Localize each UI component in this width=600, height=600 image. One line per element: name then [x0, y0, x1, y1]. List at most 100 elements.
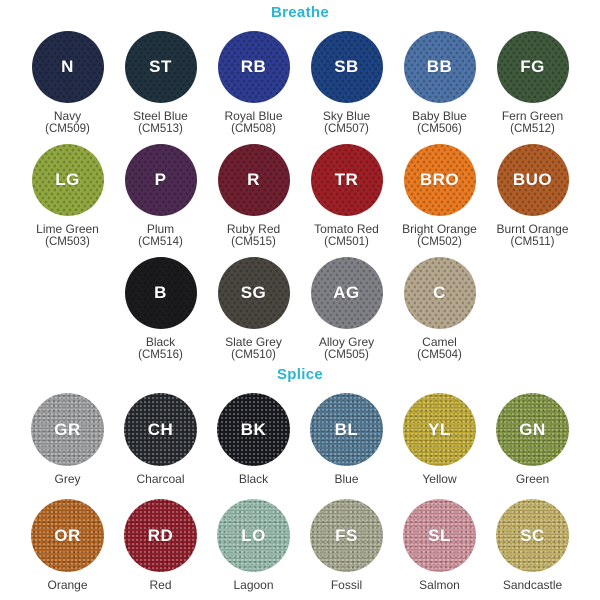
swatch-abbr: FG: [520, 57, 545, 76]
swatch-code: (CM501): [324, 236, 369, 248]
fabric-swatch[interactable]: R: [217, 144, 290, 216]
swatch-abbr: N: [61, 57, 74, 76]
swatch-row: B Black (CM516) SG Slate Grey (CM510) AG…: [0, 257, 600, 362]
swatch-code: (CM502): [417, 236, 462, 248]
swatch-abbr: B: [154, 283, 167, 302]
swatch-cell: C Camel (CM504): [393, 257, 486, 362]
swatch-abbr: FS: [335, 525, 358, 545]
fabric-swatch[interactable]: RB: [217, 31, 290, 103]
fabric-swatch[interactable]: FS: [310, 499, 383, 572]
swatch-abbr: ST: [149, 57, 172, 76]
swatch-cell: SG Slate Grey (CM510): [207, 257, 300, 362]
swatch-abbr: BK: [240, 419, 267, 439]
swatch-name: Alloy Grey: [318, 335, 375, 349]
fabric-swatch[interactable]: BL: [310, 393, 383, 466]
swatch-cell: ST Steel Blue (CM513): [114, 31, 207, 136]
swatch-name: Navy: [53, 109, 82, 123]
fabric-swatch[interactable]: C: [403, 257, 476, 329]
swatch-abbr: TR: [334, 170, 359, 189]
swatch-abbr: BUO: [512, 170, 553, 189]
fabric-swatch[interactable]: BB: [403, 31, 476, 103]
fabric-swatch[interactable]: B: [124, 257, 197, 329]
swatch-cell: GR Grey: [21, 393, 114, 486]
section-breathe: Breathe N Navy (CM509) ST Steel Blue (CM…: [0, 4, 600, 362]
fabric-swatch[interactable]: BRO: [403, 144, 476, 216]
swatch-row: OR Orange RD Red LO Lagoon FS Fossil SL …: [0, 499, 600, 592]
section-title: Splice: [277, 366, 323, 383]
swatch-abbr: YL: [428, 419, 451, 439]
swatch-abbr: AG: [333, 283, 360, 302]
fabric-swatch[interactable]: SC: [496, 499, 569, 572]
swatch-name: Bright Orange: [402, 222, 477, 236]
swatch-code: (CM504): [417, 349, 462, 361]
fabric-swatch[interactable]: TR: [310, 144, 383, 216]
swatch-name: Slate Grey: [225, 335, 282, 349]
fabric-swatch[interactable]: SG: [217, 257, 290, 329]
swatch-cell: SC Sandcastle: [486, 499, 579, 592]
swatch-code: (CM503): [45, 236, 90, 248]
fabric-swatch[interactable]: SB: [310, 31, 383, 103]
fabric-swatch[interactable]: GR: [31, 393, 104, 466]
swatch-name: Tomato Red: [314, 222, 379, 236]
swatch-name: Green: [515, 472, 550, 486]
swatch-cell: LO Lagoon: [207, 499, 300, 592]
swatch-cell: BUO Burnt Orange (CM511): [486, 144, 579, 249]
swatch-cell: FS Fossil: [300, 499, 393, 592]
swatch-code: (CM511): [510, 236, 555, 248]
fabric-swatch[interactable]: GN: [496, 393, 569, 466]
swatch-name: Fern Green: [501, 109, 564, 123]
swatch-name: Charcoal: [136, 472, 185, 486]
fabric-swatch[interactable]: YL: [403, 393, 476, 466]
swatch-code: (CM516): [138, 349, 183, 361]
swatch-name: Sandcastle: [502, 578, 563, 592]
swatch-cell: BK Black: [207, 393, 300, 486]
swatch-name: Black: [145, 335, 176, 349]
fabric-swatch[interactable]: OR: [31, 499, 104, 572]
swatch-abbr: RD: [147, 525, 174, 545]
fabric-swatch[interactable]: SL: [403, 499, 476, 572]
swatch-cell: P Plum (CM514): [114, 144, 207, 249]
swatch-abbr: RB: [240, 57, 267, 76]
swatch-name: Red: [149, 578, 172, 592]
section-title: Breathe: [271, 4, 329, 21]
fabric-swatch[interactable]: RD: [124, 499, 197, 572]
swatch-name: Burnt Orange: [496, 222, 569, 236]
swatch-name: Black: [238, 472, 269, 486]
swatch-abbr: OR: [54, 525, 81, 545]
swatch-abbr: GR: [54, 419, 81, 439]
swatch-cell: CH Charcoal: [114, 393, 207, 486]
swatch-abbr: GN: [519, 419, 546, 439]
swatch-code: (CM505): [324, 349, 369, 361]
fabric-swatch[interactable]: BK: [217, 393, 290, 466]
swatch-cell: SB Sky Blue (CM507): [300, 31, 393, 136]
swatch-cell: BRO Bright Orange (CM502): [393, 144, 486, 249]
swatch-code: (CM514): [138, 236, 183, 248]
swatch-row: LG Lime Green (CM503) P Plum (CM514) R R…: [0, 144, 600, 249]
fabric-swatch[interactable]: P: [124, 144, 197, 216]
swatch-row: N Navy (CM509) ST Steel Blue (CM513) RB …: [0, 31, 600, 136]
swatch-code: (CM513): [138, 123, 183, 135]
swatch-name: Salmon: [419, 578, 460, 592]
swatch-cell: GN Green: [486, 393, 579, 486]
swatch-abbr: C: [433, 283, 446, 302]
swatch-abbr: BL: [334, 419, 359, 439]
swatch-name: Grey: [54, 472, 81, 486]
swatch-abbr: BB: [426, 57, 453, 76]
fabric-swatch[interactable]: N: [31, 31, 104, 103]
fabric-swatch[interactable]: LO: [217, 499, 290, 572]
fabric-swatch[interactable]: CH: [124, 393, 197, 466]
swatch-abbr: SC: [520, 525, 545, 545]
swatch-code: (CM510): [231, 349, 276, 361]
swatch-name: Fossil: [330, 578, 363, 592]
fabric-swatch[interactable]: AG: [310, 257, 383, 329]
swatch-abbr: R: [247, 170, 260, 189]
swatch-abbr: SG: [240, 283, 267, 302]
swatch-abbr: CH: [147, 419, 174, 439]
fabric-swatch[interactable]: LG: [31, 144, 104, 216]
fabric-swatch[interactable]: BUO: [496, 144, 569, 216]
fabric-swatch[interactable]: FG: [496, 31, 569, 103]
swatch-name: Blue: [334, 472, 359, 486]
fabric-swatch[interactable]: ST: [124, 31, 197, 103]
swatch-abbr: LG: [55, 170, 80, 189]
